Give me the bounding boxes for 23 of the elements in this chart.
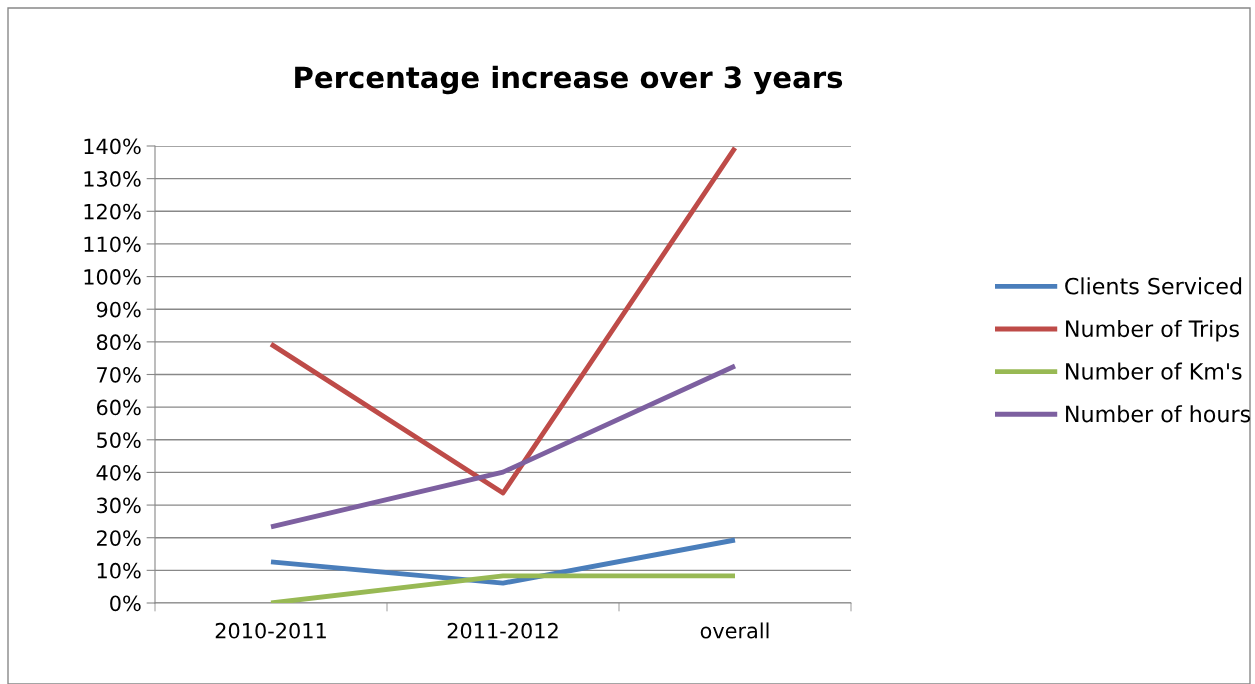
legend-label: Number of hours: [1066, 405, 1251, 423]
legend-label: Number of Trips: [1066, 319, 1239, 342]
y-tick-label: 100%: [84, 269, 141, 285]
y-tick-label: 10%: [97, 562, 141, 579]
y-tick-label: 70%: [97, 366, 141, 383]
y-tick-label: 20%: [97, 530, 141, 546]
chart-title: Percentage increase over 3 years: [295, 65, 843, 95]
y-tick-label: 50%: [97, 432, 141, 448]
y-tick-label: 90%: [96, 301, 141, 318]
y-tick-label: 130%: [84, 171, 141, 187]
y-tick-label: 80%: [96, 334, 141, 351]
legend-label: Number of Km's: [1066, 362, 1242, 380]
legend-label: Clients Serviced: [1065, 277, 1242, 295]
x-tick-label: 2011-2012: [447, 622, 558, 639]
y-tick-label: 30%: [97, 497, 141, 514]
y-tick-label: 60%: [96, 399, 141, 416]
y-tick-label: 120%: [84, 203, 141, 220]
x-tick-label: overall: [700, 622, 769, 639]
x-tick-label: 2010-2011: [215, 622, 326, 639]
y-tick-label: 40%: [96, 464, 141, 481]
y-tick-label: 110%: [84, 236, 141, 253]
y-tick-label: 0%: [110, 595, 141, 612]
y-tick-label: 140%: [84, 138, 141, 155]
